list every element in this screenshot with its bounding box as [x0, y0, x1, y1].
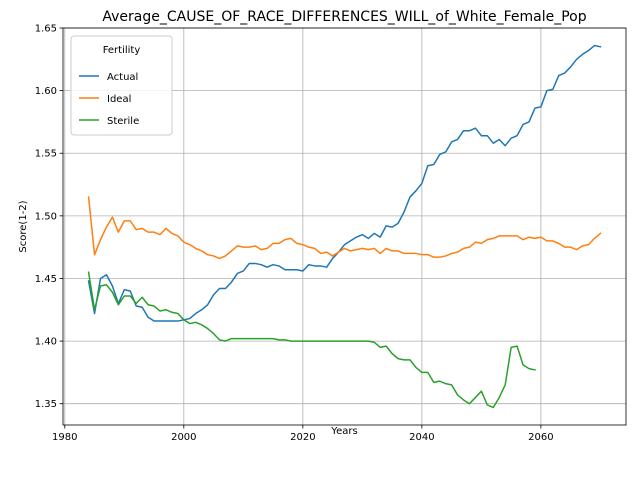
grid-lines	[63, 27, 626, 425]
y-tick-label: 1.65	[35, 24, 57, 35]
legend-label-sterile: Sterile	[107, 116, 139, 127]
y-tick-label: 1.45	[35, 274, 57, 285]
axes-frame	[62, 27, 627, 426]
legend-entries: Actual Ideal Sterile	[79, 72, 139, 127]
legend-label-actual: Actual	[107, 72, 138, 83]
y-tick-label: 1.60	[35, 86, 57, 97]
y-tick-label: 1.35	[35, 399, 57, 410]
legend-title: Fertility	[103, 45, 141, 56]
y-tick-label: 1.40	[35, 337, 57, 348]
series-lines	[87, 44, 602, 409]
legend-label-ideal: Ideal	[107, 94, 131, 105]
x-tick-label: 2060	[528, 432, 553, 443]
y-axis-label: Score(1-2)	[18, 200, 29, 252]
y-axis-ticks: 1.35 1.40 1.45 1.50 1.55 1.60 1.65	[35, 24, 63, 410]
y-tick-label: 1.50	[35, 211, 57, 222]
chart-title: Average_CAUSE_OF_RACE_DIFFERENCES_WILL_o…	[102, 9, 586, 25]
legend-box	[70, 35, 173, 136]
x-tick-label: 2020	[290, 432, 315, 443]
legend: Fertility Actual Ideal Sterile	[70, 35, 173, 136]
x-axis-label: Years	[330, 426, 357, 437]
series-line-sterile	[87, 271, 536, 409]
x-tick-label: 1980	[52, 432, 77, 443]
x-tick-label: 2040	[409, 432, 434, 443]
x-axis-ticks: 1980 2000 2020 2040 2060	[52, 425, 554, 443]
series-line-actual	[87, 44, 602, 322]
series-line-ideal	[87, 196, 602, 260]
y-tick-label: 1.55	[35, 149, 57, 160]
x-tick-label: 2000	[171, 432, 196, 443]
